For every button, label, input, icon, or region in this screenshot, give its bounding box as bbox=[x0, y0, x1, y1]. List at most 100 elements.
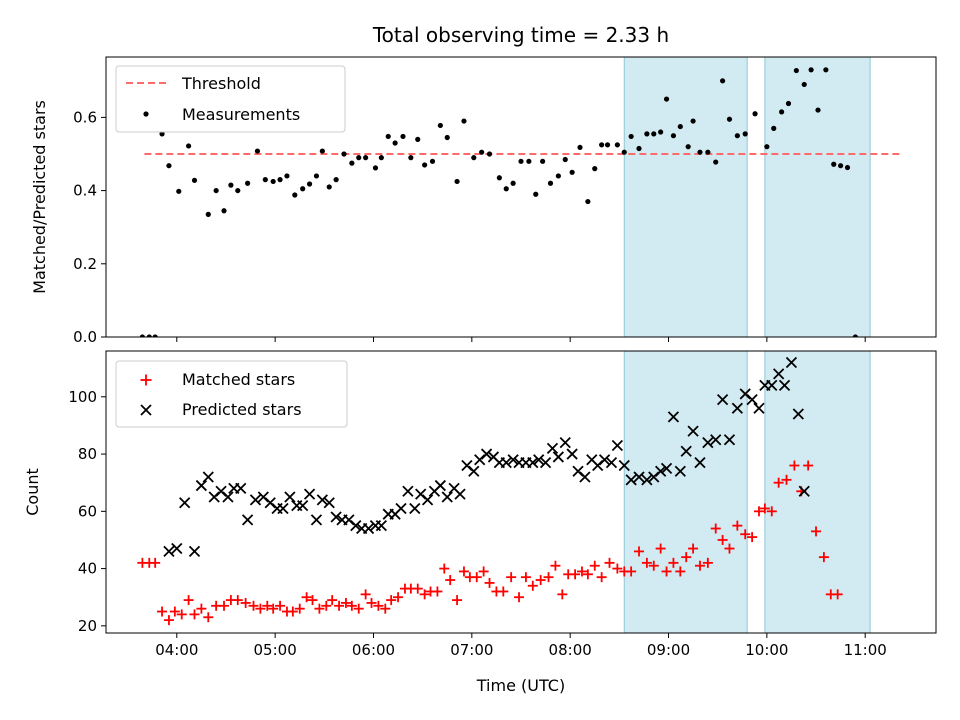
matched-stars-point bbox=[321, 600, 332, 611]
matched-stars-point bbox=[648, 560, 659, 571]
matched-stars-point bbox=[702, 557, 713, 568]
measurement-point bbox=[771, 125, 777, 131]
measurement-point bbox=[392, 140, 398, 146]
measurement-point bbox=[670, 133, 677, 139]
measurement-point bbox=[742, 131, 748, 137]
predicted-stars-point bbox=[316, 494, 328, 506]
measurement-point bbox=[503, 186, 509, 192]
predicted-stars-point bbox=[731, 402, 743, 414]
x-axis-label: Time (UTC) bbox=[476, 676, 565, 695]
bottom-panel: 20 40 60 80 100 04:00 05:00 06:00 07:00 08:00 09:… bbox=[23, 350, 937, 695]
predicted-stars-point bbox=[330, 511, 342, 523]
matched-stars-point bbox=[380, 603, 391, 614]
measurement-point bbox=[422, 162, 428, 168]
matched-stars-point bbox=[832, 589, 843, 600]
y-tick-label: 0.2 bbox=[73, 255, 97, 273]
measurement-point bbox=[471, 155, 477, 161]
top-legend-box bbox=[115, 65, 346, 133]
matched-stars-point bbox=[498, 586, 509, 597]
matched-stars-point bbox=[641, 557, 652, 568]
matched-stars-point bbox=[634, 546, 645, 557]
matched-stars-point bbox=[675, 566, 686, 577]
matched-stars-point bbox=[818, 552, 829, 563]
measurement-point bbox=[713, 159, 719, 165]
matched-stars-point bbox=[543, 572, 554, 583]
measurement-point bbox=[844, 164, 851, 171]
measurement-point bbox=[139, 334, 145, 337]
top-highlight-spans bbox=[623, 56, 871, 338]
measurement-point bbox=[444, 134, 450, 141]
x-tick-label: 04:00 bbox=[155, 641, 198, 659]
bottom-legend-box bbox=[115, 360, 348, 428]
measurement-point bbox=[363, 155, 369, 161]
measurement-point bbox=[793, 67, 799, 74]
measurement-point bbox=[621, 149, 627, 155]
predicted-stars-point bbox=[402, 485, 414, 497]
measurement-point bbox=[408, 155, 414, 161]
measurement-point bbox=[415, 136, 421, 142]
matched-stars-point bbox=[484, 577, 495, 588]
predicted-stars-point bbox=[680, 445, 692, 457]
measurement-point bbox=[636, 145, 642, 152]
matched-stars-point bbox=[189, 609, 200, 620]
matched-stars-point bbox=[452, 595, 463, 606]
bottom-y-ticks: 20 40 60 80 100 bbox=[68, 388, 106, 635]
matched-stars-point bbox=[688, 543, 699, 554]
x-tick-label: 10:00 bbox=[745, 641, 788, 659]
matched-stars-point bbox=[655, 543, 666, 554]
matched-stars-point bbox=[747, 532, 758, 543]
matched-stars-point bbox=[661, 566, 672, 577]
matched-stars-point bbox=[732, 520, 743, 531]
matched-legend-label: Matched stars bbox=[182, 370, 295, 389]
measurement-point bbox=[479, 149, 485, 155]
matched-stars-point bbox=[458, 566, 469, 577]
measurement-point bbox=[454, 178, 460, 185]
measurement-point bbox=[562, 156, 568, 163]
predicted-stars-point bbox=[284, 491, 296, 503]
measurement-point bbox=[764, 144, 770, 150]
predicted-stars-point bbox=[375, 520, 387, 532]
measurement-point bbox=[349, 160, 355, 166]
predicted-stars-point bbox=[441, 491, 453, 503]
matched-stars-point bbox=[275, 600, 286, 611]
predicted-stars-point bbox=[785, 356, 798, 369]
matched-stars-point bbox=[307, 595, 318, 606]
x-tick-label: 05:00 bbox=[254, 641, 297, 659]
matched-stars-point bbox=[169, 606, 180, 617]
measurement-point bbox=[254, 148, 261, 154]
highlight-span bbox=[764, 350, 871, 634]
matched-stars-point bbox=[163, 615, 174, 626]
predicted-stars-point bbox=[778, 379, 791, 391]
predicted-stars-point bbox=[195, 479, 208, 492]
measurement-point bbox=[235, 187, 241, 194]
highlight-span bbox=[764, 56, 871, 338]
threshold-legend-label: Threshold bbox=[181, 74, 261, 93]
predicted-stars-point bbox=[323, 497, 335, 509]
measurement-point bbox=[378, 155, 384, 161]
matched-stars-point bbox=[550, 560, 561, 571]
measurement-point bbox=[801, 81, 807, 88]
measurement-point bbox=[644, 131, 650, 137]
measurement-point bbox=[510, 180, 516, 186]
predicted-stars-point bbox=[202, 471, 214, 483]
predicted-stars-point bbox=[533, 454, 545, 466]
measurement-point bbox=[191, 177, 198, 183]
matched-stars-point bbox=[150, 557, 161, 568]
matched-stars-point bbox=[248, 600, 259, 611]
measurement-point bbox=[372, 165, 379, 171]
matched-stars-point bbox=[710, 523, 721, 534]
matched-stars-point bbox=[287, 606, 298, 617]
measurement-point bbox=[319, 148, 325, 154]
measurement-point bbox=[518, 158, 524, 164]
predicted-stars-point bbox=[766, 379, 778, 391]
y-tick-label: 0.4 bbox=[73, 182, 97, 200]
predicted-stars-point bbox=[277, 502, 289, 515]
x-tick-label: 09:00 bbox=[647, 641, 690, 659]
matched-stars-point bbox=[353, 603, 364, 614]
bottom-plot-area bbox=[137, 356, 843, 626]
predicted-stars-point bbox=[188, 545, 201, 558]
measurement-point bbox=[628, 133, 634, 140]
measurement-point bbox=[577, 144, 583, 151]
measurement-point bbox=[333, 177, 339, 183]
matched-stars-point bbox=[340, 597, 351, 608]
